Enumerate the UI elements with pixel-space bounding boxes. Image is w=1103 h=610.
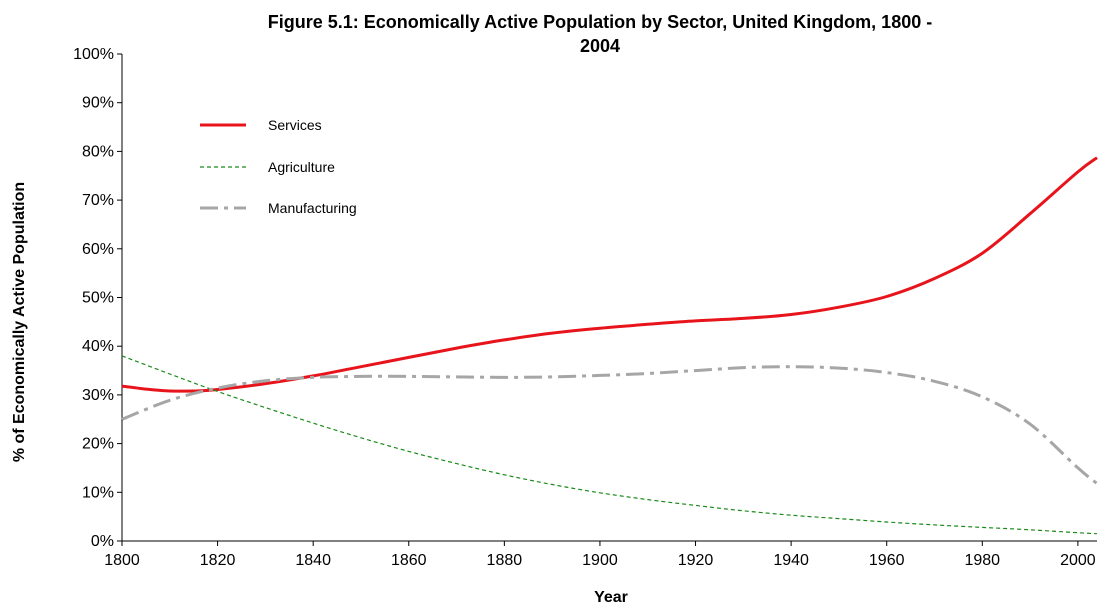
y-tick-label: 30% [82,387,114,404]
y-tick-label: 100% [73,46,114,63]
x-tick-label: 1800 [104,552,140,569]
y-tick-label: 20% [82,436,114,453]
x-tick-label: 1960 [869,552,905,569]
x-tick-label: 1900 [582,552,618,569]
x-tick-label: 1820 [200,552,236,569]
x-tick-label: 2000 [1060,552,1096,569]
x-tick-label: 1920 [678,552,714,569]
y-tick-label: 0% [91,533,114,550]
y-axis-ticks: 0% 10% 20% 30% 40% 50% 60% 70% 80% 90% 100% [73,46,122,550]
series-line-services [122,158,1097,391]
x-axis-ticks: 1800 1820 1840 1860 1880 1900 1920 1940 1960 1980… [104,541,1096,569]
legend: Services Agriculture Manufacturing [200,117,357,216]
x-tick-label: 1880 [487,552,523,569]
legend-label-services: Services [268,117,322,133]
y-tick-label: 60% [82,241,114,258]
y-axis-label: % of Economically Active Population [11,182,28,462]
x-tick-label: 1980 [964,552,1000,569]
x-tick-label: 1940 [773,552,809,569]
y-tick-label: 50% [82,290,114,307]
y-tick-label: 10% [82,484,114,501]
legend-label-agriculture: Agriculture [268,159,335,175]
y-tick-label: 90% [82,95,114,112]
chart-title-line-2: 2004 [580,36,620,56]
legend-label-manufacturing: Manufacturing [268,200,357,216]
x-tick-label: 1860 [391,552,427,569]
x-axis-label: Year [594,589,628,606]
y-tick-label: 70% [82,192,114,209]
y-tick-label: 40% [82,338,114,355]
y-tick-label: 80% [82,143,114,160]
x-tick-label: 1840 [295,552,331,569]
chart-title-line-1: Figure 5.1: Economically Active Populati… [268,12,932,32]
